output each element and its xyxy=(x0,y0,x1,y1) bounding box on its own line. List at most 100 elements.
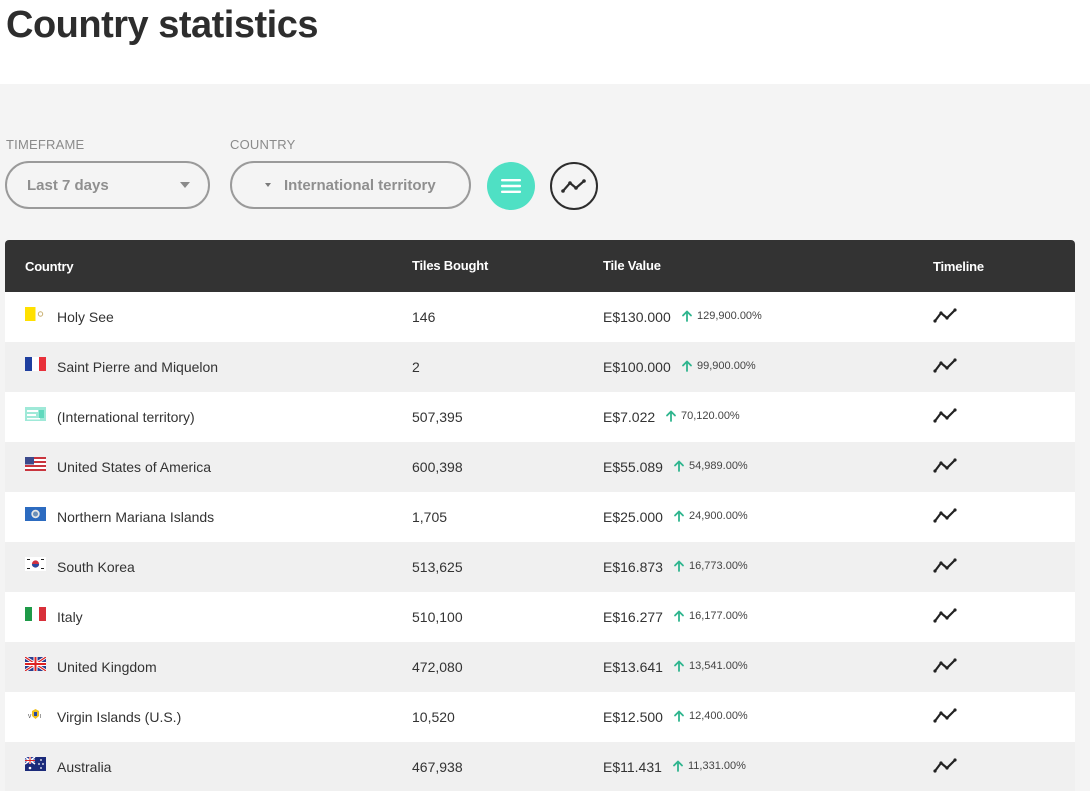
arrow-up-icon xyxy=(682,360,692,372)
northern-mariana-flag-icon xyxy=(25,507,46,521)
country-label: COUNTRY xyxy=(230,137,296,152)
arrow-up-icon xyxy=(682,310,692,322)
australia-flag-icon xyxy=(25,757,46,771)
tiles-bought: 10,520 xyxy=(412,709,455,725)
value-change: 16,177.00% xyxy=(673,610,748,622)
value-change: 99,900.00% xyxy=(681,360,756,372)
table-row[interactable]: United States of America 600,398 E$55.089 5… xyxy=(5,442,1075,492)
change-percent: 99,900.00% xyxy=(697,360,756,372)
list-view-button[interactable] xyxy=(487,162,535,210)
table-row[interactable]: Italy 510,100 E$16.277 16,177.00% xyxy=(5,592,1075,642)
page-title: Country statistics xyxy=(6,4,318,46)
value-change: 70,120.00% xyxy=(665,410,740,422)
timeframe-select[interactable]: Last 7 days xyxy=(5,161,210,209)
value-change: 13,541.00% xyxy=(673,660,748,672)
arrow-up-icon xyxy=(674,710,684,722)
table-row[interactable]: Australia 467,938 E$11.431 11,331.00% xyxy=(5,742,1075,791)
change-percent: 16,773.00% xyxy=(689,560,748,572)
italy-flag-icon xyxy=(25,607,46,621)
timeframe-value: Last 7 days xyxy=(27,176,109,194)
timeline-icon[interactable] xyxy=(933,306,957,326)
arrow-up-icon xyxy=(673,760,683,772)
timeline-icon[interactable] xyxy=(933,506,957,526)
column-header-country[interactable]: Country xyxy=(25,259,74,274)
table-row[interactable]: (International territory) 507,395 E$7.022 7… xyxy=(5,392,1075,442)
tiles-bought: 1,705 xyxy=(412,509,448,525)
tile-value: E$16.873 xyxy=(603,559,663,575)
tiles-bought: 2 xyxy=(412,359,420,375)
chevron-down-icon xyxy=(180,182,190,188)
tile-value: E$7.022 xyxy=(603,409,656,425)
france-flag-icon xyxy=(25,357,46,371)
value-change: 54,989.00% xyxy=(673,460,748,472)
change-percent: 12,400.00% xyxy=(689,710,748,722)
country-select[interactable]: International territory xyxy=(230,161,471,209)
chart-view-button[interactable] xyxy=(550,162,598,210)
timeline-icon[interactable] xyxy=(933,356,957,376)
country-name: Holy See xyxy=(57,309,114,325)
timeline-icon[interactable] xyxy=(933,656,957,676)
svg-text:V: V xyxy=(28,714,32,720)
country-name: Northern Mariana Islands xyxy=(57,509,215,525)
country-stats-table: Country Tiles Bought Tile Value Timeline… xyxy=(5,240,1075,791)
value-change: 16,773.00% xyxy=(673,560,748,572)
country-name: South Korea xyxy=(57,559,135,575)
change-percent: 24,900.00% xyxy=(689,510,748,522)
tile-value: E$25.000 xyxy=(603,509,663,525)
arrow-up-icon xyxy=(674,510,684,522)
tiles-bought: 472,080 xyxy=(412,659,463,675)
table-row[interactable]: Holy See 146 E$130.000 129,900.00% xyxy=(5,292,1075,342)
tile-value: E$13.641 xyxy=(603,659,663,675)
table-row[interactable]: South Korea 513,625 E$16.873 16,773.00% xyxy=(5,542,1075,592)
table-row[interactable]: Saint Pierre and Miquelon 2 E$100.000 99,90… xyxy=(5,342,1075,392)
tiles-bought: 513,625 xyxy=(412,559,463,575)
tiles-bought: 600,398 xyxy=(412,459,463,475)
country-name: Saint Pierre and Miquelon xyxy=(57,359,219,375)
table-row[interactable]: United Kingdom 472,080 E$13.641 13,541.00% xyxy=(5,642,1075,692)
timeline-icon[interactable] xyxy=(933,406,957,426)
arrow-up-icon xyxy=(674,560,684,572)
column-header-tiles-bought[interactable]: Tiles Bought xyxy=(412,258,489,273)
change-percent: 13,541.00% xyxy=(689,660,748,672)
tiles-bought: 146 xyxy=(412,309,436,325)
international-flag-icon xyxy=(25,407,46,421)
tile-value: E$16.277 xyxy=(603,609,663,625)
tiles-bought: 507,395 xyxy=(412,409,463,425)
table-row[interactable]: Northern Mariana Islands 1,705 E$25.000 24,… xyxy=(5,492,1075,542)
timeline-icon[interactable] xyxy=(933,756,957,776)
country-name: Italy xyxy=(57,609,83,625)
tiles-bought: 467,938 xyxy=(412,759,463,775)
timeframe-label: TIMEFRAME xyxy=(6,137,85,152)
table-row[interactable]: V I Virgin Islands (U.S.) 10,520 E$12.500 12,… xyxy=(5,692,1075,742)
timeline-icon[interactable] xyxy=(933,606,957,626)
timeline-icon[interactable] xyxy=(933,706,957,726)
tile-value: E$11.431 xyxy=(603,759,662,775)
change-percent: 129,900.00% xyxy=(697,310,762,322)
change-percent: 54,989.00% xyxy=(689,460,748,472)
arrow-up-icon xyxy=(666,410,676,422)
tile-value: E$12.500 xyxy=(603,709,663,725)
country-name: (International territory) xyxy=(57,409,195,425)
tiles-bought: 510,100 xyxy=(412,609,463,625)
arrow-up-icon xyxy=(674,610,684,622)
tile-value: E$55.089 xyxy=(603,459,663,475)
change-percent: 70,120.00% xyxy=(681,410,740,422)
holy-see-flag-icon xyxy=(25,307,46,321)
country-name: United States of America xyxy=(57,459,212,475)
timeline-icon[interactable] xyxy=(933,456,957,476)
country-name: United Kingdom xyxy=(57,659,157,675)
trend-line-icon xyxy=(561,179,586,193)
value-change: 129,900.00% xyxy=(681,310,762,322)
menu-icon xyxy=(501,179,521,193)
country-value: International territory xyxy=(284,176,436,194)
column-header-tile-value[interactable]: Tile Value xyxy=(603,258,661,273)
change-percent: 16,177.00% xyxy=(689,610,748,622)
table-body: Holy See 146 E$130.000 129,900.00% Saint Pie… xyxy=(5,292,1075,791)
arrow-up-icon xyxy=(674,460,684,472)
column-header-timeline: Timeline xyxy=(933,259,984,274)
uk-flag-icon xyxy=(25,657,46,671)
value-change: 12,400.00% xyxy=(673,710,748,722)
timeline-icon[interactable] xyxy=(933,556,957,576)
value-change: 11,331.00% xyxy=(672,760,746,772)
